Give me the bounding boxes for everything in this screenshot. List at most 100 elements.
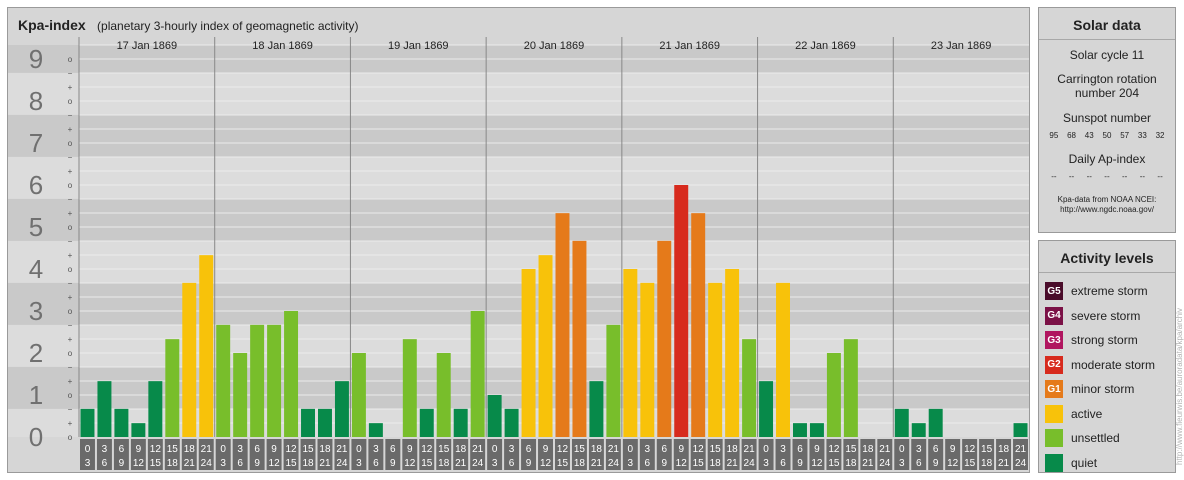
interval-start: 21 (336, 444, 348, 455)
interval-cell (1013, 439, 1028, 470)
interval-start: 15 (302, 444, 314, 455)
interval-start: 15 (167, 444, 179, 455)
day-label: 23 Jan 1869 (931, 40, 992, 52)
interval-start: 18 (319, 444, 331, 455)
interval-end: 21 (727, 458, 739, 469)
kp-bar (640, 282, 655, 437)
kp-bar (97, 381, 112, 437)
y-minor-tick: + (68, 125, 73, 134)
y-minor-tick: − (68, 153, 73, 162)
interval-end: 15 (285, 458, 297, 469)
y-minor-tick: − (68, 111, 73, 120)
interval-start: 3 (509, 444, 515, 455)
sunspot-value: 33 (1137, 131, 1147, 140)
legend-swatch: G3 (1045, 331, 1063, 350)
interval-start: 6 (526, 444, 532, 455)
interval-cell (928, 439, 944, 470)
interval-cell (996, 439, 1012, 470)
sunspot-number-title: Sunspot number (1062, 111, 1152, 125)
y-minor-tick: + (68, 83, 73, 92)
interval-start: 9 (678, 444, 684, 455)
interval-end: 6 (509, 458, 515, 469)
legend-label: moderate storm (1071, 357, 1156, 372)
kp-bar (589, 381, 604, 437)
interval-start: 3 (373, 444, 379, 455)
interval-cell (605, 439, 621, 470)
interval-cell (860, 439, 876, 470)
interval-end: 18 (438, 458, 450, 469)
interval-end: 21 (455, 458, 467, 469)
kp-bar (453, 408, 468, 437)
kpa-chart-panel: Kpa-index (planetary 3-hourly index of g… (7, 7, 1030, 473)
kp-bar (148, 381, 163, 437)
interval-cell (113, 439, 129, 470)
y-minor-tick: o (68, 55, 73, 64)
interval-start: 15 (438, 444, 450, 455)
legend-item-extreme-storm: G5 extreme storm (1039, 279, 1175, 304)
interval-cell (894, 439, 910, 470)
interval-cell (622, 439, 638, 470)
interval-end: 24 (201, 458, 213, 469)
interval-start: 3 (645, 444, 651, 455)
sunspot-value: 95 (1049, 131, 1059, 140)
band (8, 324, 1029, 367)
y-minor-tick: o (68, 223, 73, 232)
legend-swatch: G2 (1045, 355, 1063, 374)
interval-end: 6 (237, 458, 243, 469)
legend-item-unsettled: unsettled (1039, 426, 1175, 451)
interval-cell (758, 439, 774, 470)
interval-end: 21 (998, 458, 1010, 469)
interval-cell (962, 439, 978, 470)
interval-start: 6 (119, 444, 125, 455)
y-minor-tick: + (68, 209, 73, 218)
y-tick-label: 3 (29, 296, 43, 326)
ap-value: -- (1086, 172, 1092, 181)
interval-end: 21 (184, 458, 196, 469)
y-tick-label: 1 (29, 380, 43, 410)
day-label: 19 Jan 1869 (388, 40, 449, 52)
data-source-link[interactable]: http://www.ngdc.noaa.gov/ (1060, 205, 1154, 214)
legend-item-quiet: quiet (1039, 451, 1175, 476)
interval-start: 21 (201, 444, 213, 455)
interval-cell (639, 439, 655, 470)
interval-start: 9 (950, 444, 956, 455)
interval-end: 12 (404, 458, 416, 469)
band (8, 114, 1029, 157)
interval-start: 6 (254, 444, 260, 455)
kp-bar (1013, 423, 1028, 437)
interval-cell (164, 439, 180, 470)
interval-end: 3 (899, 458, 905, 469)
interval-end: 9 (797, 458, 803, 469)
interval-end: 24 (879, 458, 891, 469)
kp-bar (725, 269, 740, 437)
interval-end: 6 (373, 458, 379, 469)
carrington-rotation-label: Carrington rotation (1057, 72, 1157, 86)
interval-start: 12 (150, 444, 162, 455)
solar-data-panel: Solar data Solar cycle 11 Carrington rot… (1038, 7, 1176, 233)
legend-item-minor-storm: G1 minor storm (1039, 377, 1175, 402)
interval-end: 6 (780, 458, 786, 469)
interval-cell (249, 439, 265, 470)
y-minor-tick: o (68, 181, 73, 190)
interval-cell (809, 439, 825, 470)
y-minor-tick: − (68, 321, 73, 330)
kp-bar (199, 255, 214, 437)
interval-end: 18 (167, 458, 179, 469)
interval-end: 24 (336, 458, 348, 469)
legend-label: active (1071, 406, 1103, 421)
kpa-bar-chart: 0123456789o+−o+−o+−o+−o+−o+−o+−o+−o+−o17… (8, 37, 1029, 470)
interval-end: 24 (472, 458, 484, 469)
y-minor-tick: + (68, 419, 73, 428)
kp-bar (894, 408, 909, 437)
chart-title: Kpa-index (18, 17, 86, 33)
interval-start: 18 (591, 444, 603, 455)
kp-bar (318, 408, 332, 437)
interval-start: 0 (492, 444, 498, 455)
kp-bar (555, 213, 570, 437)
legend-swatch (1045, 429, 1063, 448)
kp-bar (826, 353, 841, 437)
interval-end: 24 (1015, 458, 1027, 469)
interval-start: 3 (780, 444, 786, 455)
kp-bar (267, 324, 282, 437)
interval-cell (419, 439, 435, 470)
